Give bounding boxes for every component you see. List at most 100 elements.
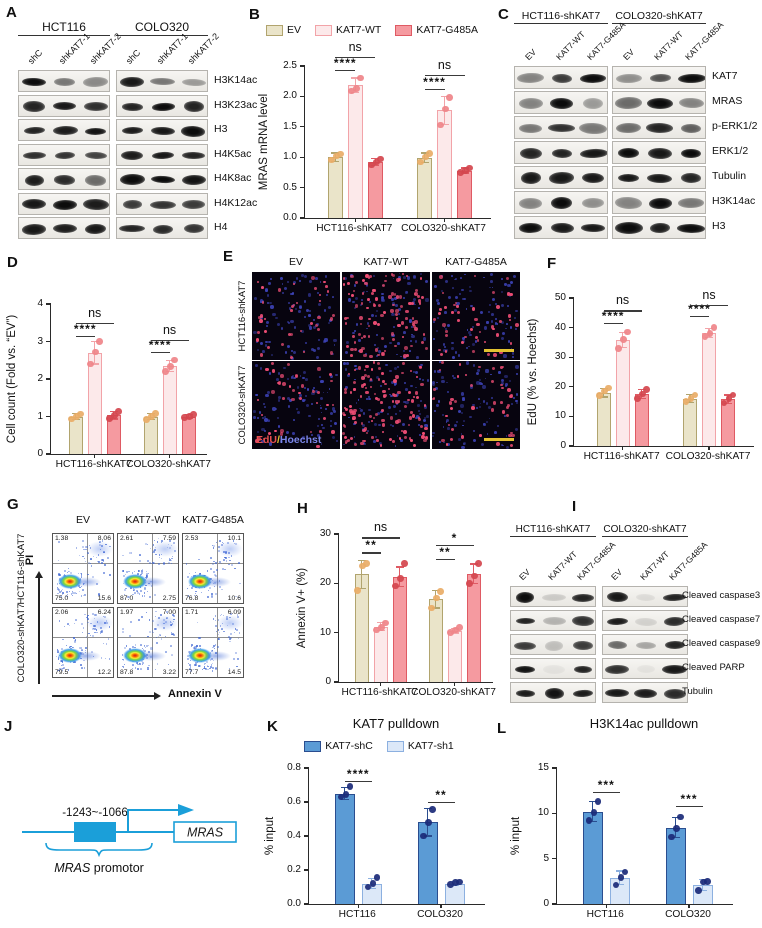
edu-positive-nucleus [407, 390, 412, 395]
scatter-speckle [103, 572, 106, 575]
edu-positive-nucleus [326, 403, 329, 407]
hoechst-nucleus [298, 394, 302, 397]
scatter-speckle [171, 555, 174, 558]
error-cap [109, 410, 118, 413]
hoechst-nucleus [432, 380, 436, 384]
hoechst-nucleus [460, 277, 463, 280]
scatter-speckle [213, 570, 216, 573]
edu-percentage-bar-chart: 0 10 20 30 40 50 **** ns **** ns EdU (% vs. Hoechs… [505, 246, 762, 478]
legend-swatch-icon [304, 740, 322, 752]
hoechst-nucleus [291, 349, 294, 352]
chart-title: H3K14ac pulldown [589, 716, 699, 731]
data-point [720, 399, 728, 407]
blot-band [119, 225, 146, 233]
hoechst-nucleus [424, 405, 428, 409]
edu-positive-nucleus [475, 336, 479, 340]
edu-positive-nucleus [410, 439, 413, 442]
edu-positive-nucleus [372, 302, 376, 305]
hoechst-nucleus [280, 277, 284, 281]
edu-positive-nucleus [439, 353, 443, 357]
bar [615, 340, 630, 446]
data-point [594, 798, 602, 805]
hoechst-nucleus [397, 312, 401, 315]
scatter-speckle [67, 570, 70, 573]
scatter-speckle [143, 592, 146, 594]
scatter-speckle [141, 595, 143, 597]
hoechst-nucleus [409, 339, 412, 342]
hoechst-nucleus [489, 280, 493, 284]
hoechst-nucleus [488, 417, 491, 420]
scatter-speckle [173, 633, 176, 636]
hoechst-nucleus [405, 290, 408, 293]
scatter-speckle [99, 544, 101, 547]
scatter-speckle [169, 559, 172, 562]
edu-positive-nucleus [317, 328, 321, 332]
edu-positive-nucleus [391, 337, 395, 341]
hoechst-nucleus [380, 410, 383, 414]
blot-strip [602, 586, 688, 607]
hoechst-nucleus [295, 407, 299, 411]
blot-strip [612, 66, 706, 89]
density-smear [71, 576, 101, 587]
edu-positive-nucleus [271, 390, 276, 394]
legend-swatch-icon [386, 740, 404, 752]
blot-row-label: Cleaved caspase9 [682, 637, 761, 649]
edu-positive-nucleus [366, 306, 369, 310]
hoechst-nucleus [305, 309, 309, 313]
scatter-speckle [221, 627, 224, 630]
hoechst-nucleus [354, 378, 356, 381]
hoechst-nucleus [462, 297, 465, 300]
scatter-speckle [159, 554, 161, 556]
scatter-speckle [128, 570, 130, 573]
edu-positive-nucleus [403, 404, 408, 409]
edu-positive-nucleus [418, 302, 422, 305]
hoechst-nucleus [291, 292, 295, 295]
hoechst-nucleus [360, 304, 362, 307]
hoechst-nucleus [442, 413, 445, 416]
hoechst-nucleus [487, 405, 491, 409]
edu-positive-nucleus [360, 421, 364, 425]
quadrant-value-upper-left: 1.71 [185, 609, 199, 616]
scatter-speckle [129, 552, 132, 554]
blot-strip [602, 610, 688, 631]
scatter-speckle [144, 646, 147, 648]
blot-band [681, 123, 702, 134]
edu-positive-nucleus [353, 381, 357, 385]
data-point [115, 408, 122, 415]
hoechst-nucleus [393, 296, 397, 300]
hoechst-nucleus [453, 278, 456, 281]
edu-positive-nucleus [387, 295, 392, 299]
error-cap [423, 808, 432, 810]
hoechst-nucleus [425, 279, 429, 284]
scatter-speckle [87, 552, 89, 554]
blot-band [606, 591, 629, 604]
flow-scatter-plot: 2.61 7.59 87.0 2.75 [117, 533, 179, 604]
edu-positive-nucleus [287, 362, 291, 366]
hoechst-nucleus [309, 280, 312, 283]
scatter-speckle [198, 637, 201, 640]
y-tick-label: 0.4 [287, 830, 301, 841]
scatter-speckle [218, 637, 220, 640]
quadrant-value-lower-left: 87.0 [120, 595, 134, 602]
lane-label: shC [124, 47, 143, 66]
blot-band [605, 664, 630, 675]
scatter-speckle [134, 644, 137, 646]
edu-positive-nucleus [405, 274, 408, 277]
edu-positive-nucleus [395, 295, 400, 299]
blot-group-header: HCT116-shKAT7 [510, 524, 596, 537]
hoechst-nucleus [302, 349, 305, 353]
data-point [111, 412, 118, 419]
hoechst-nucleus [443, 326, 446, 329]
data-point [456, 624, 463, 631]
hoechst-nucleus [319, 376, 322, 379]
scatter-speckle [230, 613, 233, 616]
edu-positive-nucleus [510, 431, 514, 435]
scatter-speckle [137, 592, 139, 594]
blot-strip [514, 91, 608, 114]
blot-band [551, 73, 573, 84]
scatter-speckle [237, 658, 239, 660]
hoechst-nucleus [378, 424, 381, 427]
error-cap [469, 563, 478, 565]
blot-band [582, 197, 605, 209]
chart-plot-area: 0 1 2 3 4 **** ns **** ns [37, 298, 207, 459]
